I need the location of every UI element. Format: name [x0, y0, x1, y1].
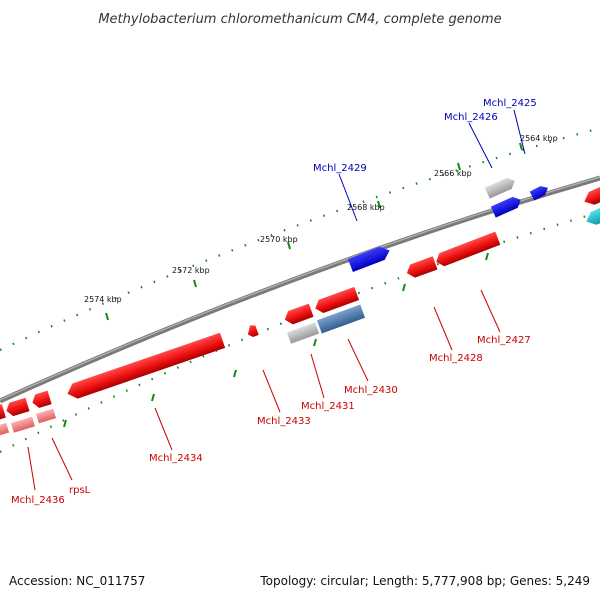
forward-genes: [347, 175, 600, 273]
gene-label-mchl-2429: Mchl_2429: [313, 163, 367, 174]
topology-text: Topology: circular; Length: 5,777,908 bp…: [259, 574, 590, 588]
gene-mchl-2429[interactable]: [347, 244, 392, 273]
tick-label-2572: 2572 kbp: [172, 266, 210, 275]
tick-label-2568: 2568 kbp: [347, 203, 385, 212]
tick-label-2566: 2566 kbp: [434, 169, 472, 178]
gene-rpsl-pseudo[interactable]: [35, 408, 57, 424]
gene-mchl-2433[interactable]: [245, 324, 259, 339]
gene-label-mchl-2425: Mchl_2425: [483, 98, 537, 109]
lower-leader-lines: [27, 289, 501, 491]
gene-mchl-2436[interactable]: [4, 397, 30, 418]
gene-mchl-2431[interactable]: [286, 322, 320, 344]
major-tick-2570: [287, 241, 291, 250]
map-title: Methylobacterium chloromethanicum CM4, c…: [98, 12, 501, 27]
gene-left-edge[interactable]: [0, 404, 6, 421]
gene-label-mchl-2436: Mchl_2436: [11, 495, 65, 506]
genome-backbone: [0, 175, 600, 404]
gene-reverse-upper-edge[interactable]: [581, 181, 600, 208]
gene-label-rpsl: rpsL: [69, 485, 91, 496]
gene-label-mchl-2430: Mchl_2430: [344, 385, 398, 396]
gene-mchl-2434[interactable]: [65, 332, 226, 402]
tick-label-2564: 2564 kbp: [520, 134, 558, 143]
lower-major-tick-2: [402, 283, 406, 292]
gene-label-mchl-2427: Mchl_2427: [477, 335, 531, 346]
lower-major-tick-1: [485, 252, 489, 261]
gene-mchl-2427[interactable]: [434, 231, 501, 269]
tick-label-2574: 2574 kbp: [84, 295, 122, 304]
gene-mchl-2428[interactable]: [405, 256, 438, 279]
leader-mchl-2426: [468, 122, 493, 169]
reverse-genes: [0, 231, 501, 437]
gene-rna-edge[interactable]: [583, 201, 600, 228]
gene-label-mchl-2426: Mchl_2426: [444, 112, 498, 123]
major-tick-2564: [519, 142, 523, 151]
gene-left-edge-pseudo[interactable]: [0, 422, 10, 437]
lower-major-tick-6: [63, 419, 67, 428]
gene-mchl-2436-pseudo[interactable]: [10, 416, 35, 433]
gene-mchl-2430[interactable]: [316, 304, 366, 334]
gene-mchl-2426[interactable]: [490, 194, 523, 218]
tick-label-2570: 2570 kbp: [260, 235, 298, 244]
accession-text: Accession: NC_011757: [9, 574, 145, 588]
leader-mchl-2425: [513, 109, 526, 155]
leader-mchl-2434: [154, 407, 173, 451]
gene-label-mchl-2431: Mchl_2431: [301, 401, 355, 412]
gene-mchl-2425[interactable]: [529, 183, 551, 201]
leader-mchl-2433: [262, 369, 281, 413]
major-tick-2566: [457, 162, 461, 171]
lower-tick-track: [0, 210, 600, 453]
gene-mchl-2426-pseudo[interactable]: [484, 175, 517, 199]
gene-label-mchl-2434: Mchl_2434: [149, 453, 203, 464]
gene-mchl-2431-pseudo[interactable]: [282, 303, 314, 327]
leader-mchl-2427: [480, 289, 501, 333]
major-tick-2574: [105, 312, 109, 321]
major-tick-2568: [377, 200, 381, 209]
lower-major-tick-3: [313, 338, 317, 347]
gene-rpsl[interactable]: [30, 390, 52, 410]
gene-label-mchl-2433: Mchl_2433: [257, 416, 311, 427]
leader-rpsl: [51, 437, 73, 481]
gene-label-mchl-2428: Mchl_2428: [429, 353, 483, 364]
leader-mchl-2429: [338, 173, 358, 222]
gene-mchl-2430-pseudo[interactable]: [313, 286, 360, 315]
leader-mchl-2436: [27, 446, 36, 491]
leader-mchl-2428: [433, 306, 453, 351]
upper-leader-lines: [338, 109, 526, 222]
lower-major-tick-5: [151, 393, 155, 402]
major-tick-2572: [193, 279, 197, 288]
lower-major-tick-4: [233, 369, 237, 378]
leader-mchl-2431: [310, 353, 325, 399]
upper-tick-track: [0, 126, 600, 351]
leader-mchl-2430: [347, 338, 369, 382]
